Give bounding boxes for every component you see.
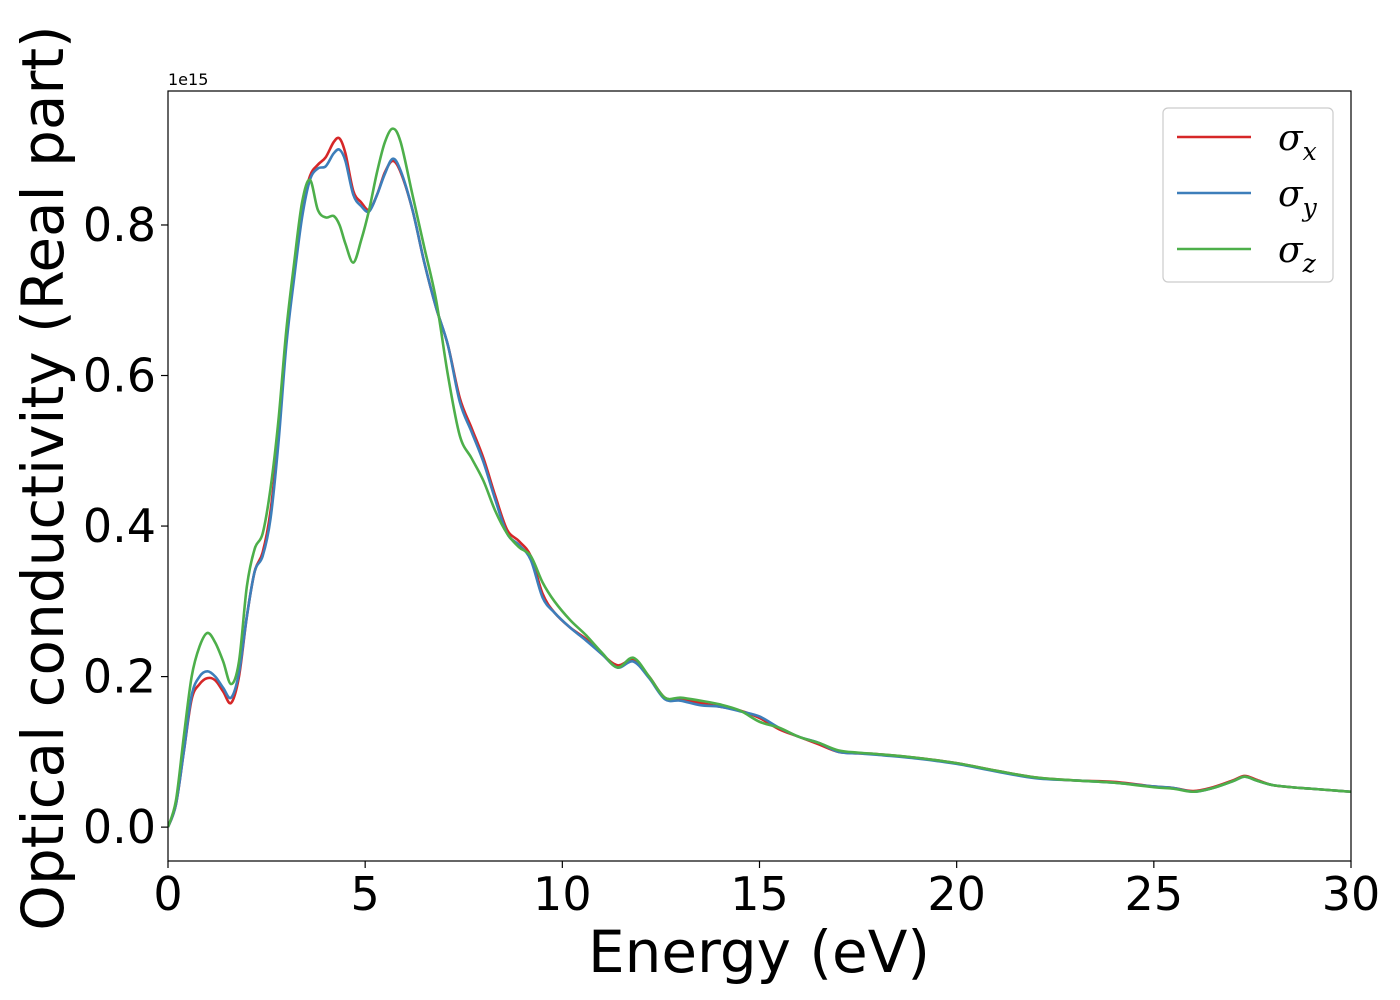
x-tick-label: 25 <box>1125 867 1184 921</box>
y-tick-label: 0.0 <box>83 800 156 854</box>
series-line-z <box>168 127 1351 828</box>
legend-label-x: σx <box>1278 118 1317 166</box>
y-tick-label: 0.6 <box>83 349 156 403</box>
y-tick-label: 0.4 <box>83 499 156 553</box>
series-lines <box>168 127 1351 828</box>
x-tick-label: 20 <box>927 867 986 921</box>
x-tick-label: 15 <box>730 867 789 921</box>
y-offset-text: 1e15 <box>168 70 208 89</box>
y-tick-label: 0.8 <box>83 198 156 252</box>
x-axis-title: Energy (eV) <box>588 918 930 986</box>
x-tick-label: 10 <box>533 867 592 921</box>
y-tick-label: 0.2 <box>83 650 156 704</box>
x-tick-label: 30 <box>1322 867 1381 921</box>
y-axis-title: Optical conductivity (Real part) <box>9 25 77 930</box>
x-tick-label: 0 <box>153 867 182 921</box>
legend-frame <box>1162 107 1334 283</box>
x-tick-label: 5 <box>351 867 380 921</box>
axis-ticks: 0 5 10 15 20 25 30 0.0 0.2 0.4 0.6 0.8 <box>83 198 1380 921</box>
